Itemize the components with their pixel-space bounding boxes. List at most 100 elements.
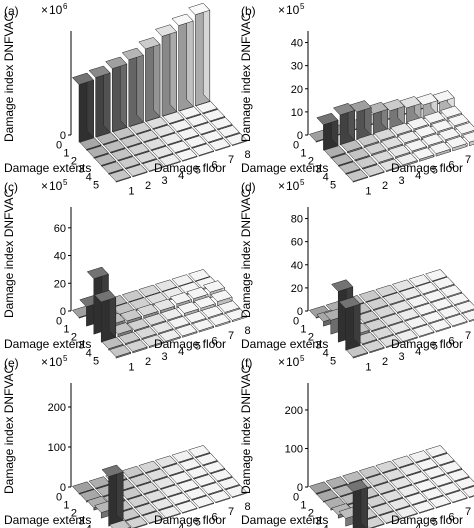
- bar-top-face: [158, 153, 181, 167]
- y-tick-label: 4: [323, 348, 329, 360]
- bar: [193, 295, 216, 312]
- y-tick-label: 4: [323, 172, 329, 184]
- multiplier-sign: ×: [41, 355, 48, 369]
- x-tick-label: 5: [195, 341, 201, 353]
- bar-top-face: [136, 303, 159, 317]
- bar: [421, 487, 444, 501]
- bar: [390, 299, 413, 314]
- bar: [175, 148, 198, 162]
- bar-top-face: [447, 469, 470, 482]
- bar-top-face: [366, 473, 389, 487]
- x-tick-label: 6: [448, 159, 454, 171]
- panel-label: (d): [241, 180, 256, 194]
- x-tick-label: 1: [128, 185, 134, 197]
- x-tick-label: 3: [399, 175, 405, 187]
- bar: [414, 479, 437, 493]
- bar: [382, 468, 405, 482]
- multiplier-exponent: 5: [300, 2, 305, 11]
- x-tick-label: 1: [128, 361, 134, 373]
- bar-top-face: [193, 122, 216, 135]
- x-tick-label: 7: [465, 154, 471, 166]
- bar: [118, 155, 141, 170]
- y-axis-title: Damage extents: [4, 513, 91, 527]
- bar-top-face: [399, 463, 422, 476]
- bar: [184, 487, 207, 501]
- bar: [138, 460, 161, 474]
- bar: [412, 147, 435, 162]
- bar-top-face: [371, 326, 394, 339]
- z-tick-label: 0: [60, 482, 66, 494]
- bar-top-face: [195, 453, 218, 466]
- multiplier-exponent: 5: [300, 178, 305, 187]
- bar: [153, 124, 176, 138]
- y-tick-label: 0: [293, 492, 299, 504]
- bar: [119, 134, 143, 149]
- y-tick-label: 4: [86, 348, 92, 360]
- bar-top-face: [371, 150, 394, 163]
- bar-top-face: [142, 511, 165, 524]
- y-tick-label: 1: [300, 500, 306, 512]
- bar-top-face: [454, 477, 474, 490]
- bar-top-face: [134, 151, 157, 164]
- bar: [338, 296, 361, 351]
- bar-top-face: [171, 274, 194, 287]
- bar-top-face: [390, 300, 413, 313]
- bar-top-face: [355, 156, 378, 169]
- bar: [158, 153, 181, 167]
- bar: [217, 476, 240, 491]
- bar: [142, 510, 165, 525]
- x-tick-label: 3: [162, 175, 168, 187]
- x-tick-label: 6: [448, 335, 454, 347]
- bar: [325, 475, 348, 490]
- bar-top-face: [160, 132, 183, 145]
- bar: [399, 286, 422, 301]
- multiplier-sign: ×: [278, 355, 285, 369]
- y-tick-label: 3: [78, 516, 84, 528]
- bar-side-face: [119, 56, 128, 128]
- bar: [404, 492, 428, 506]
- bar-top-face: [462, 309, 474, 321]
- bar-top-face: [364, 495, 387, 508]
- bar-top-face: [195, 101, 218, 114]
- bar: [188, 444, 211, 459]
- bar: [358, 465, 381, 479]
- bar-top-face: [388, 497, 411, 511]
- bar-top-face: [191, 495, 215, 508]
- bar-top-face: [332, 103, 356, 116]
- bar-top-face: [153, 476, 176, 489]
- y-axis-title: Damage extents: [241, 513, 328, 527]
- bar: [395, 505, 418, 519]
- bar: [462, 131, 474, 147]
- bar-top-face: [210, 117, 233, 130]
- bar: [412, 500, 435, 514]
- x-tick-label: 4: [415, 522, 421, 528]
- bar-top-face: [421, 487, 444, 500]
- bar-side-face: [202, 2, 211, 102]
- bar: [171, 13, 194, 112]
- bar-top-face: [439, 284, 463, 297]
- bar-top-face: [160, 484, 183, 497]
- bar: [186, 465, 209, 480]
- bar-top-face: [167, 492, 191, 505]
- bar: [151, 145, 174, 159]
- y-axis-title: Damage extents: [241, 337, 328, 351]
- bar: [362, 515, 385, 528]
- bar-top-face: [432, 276, 455, 289]
- bar: [103, 139, 126, 154]
- bar-top-face: [382, 468, 405, 481]
- bar-top-face: [395, 329, 418, 342]
- x-tick-label: 8: [245, 501, 251, 513]
- bar: [191, 143, 215, 157]
- bar: [379, 158, 402, 173]
- multiplier-sign: ×: [41, 179, 48, 193]
- bar: [129, 121, 152, 135]
- bar: [202, 460, 226, 475]
- bar: [382, 291, 405, 306]
- x-tick-label: 2: [382, 180, 388, 192]
- bar-top-face: [186, 466, 209, 479]
- bar-top-face: [108, 344, 132, 358]
- x-tick-label: 4: [415, 170, 421, 182]
- z-tick-label: 0: [297, 306, 303, 318]
- bar: [404, 315, 428, 330]
- bar-top-face: [438, 127, 461, 141]
